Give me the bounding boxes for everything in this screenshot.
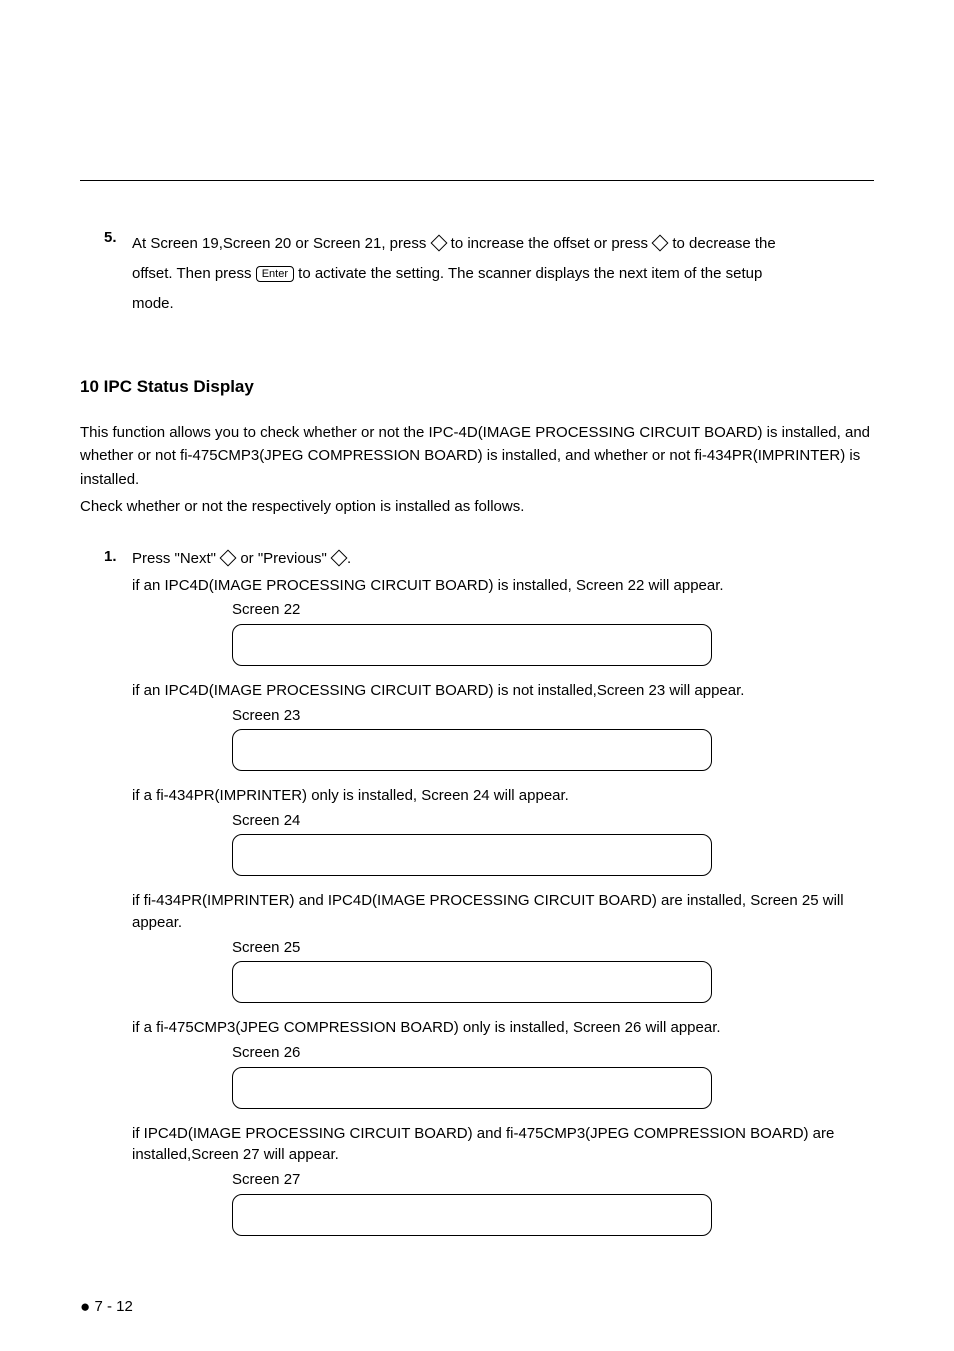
- cond-24: if a fi-434PR(IMPRINTER) only is install…: [132, 785, 874, 807]
- document-page: 5. At Screen 19,Screen 20 or Screen 21, …: [0, 0, 954, 1290]
- page-footer: ● 7 - 12: [80, 1297, 133, 1317]
- step1-press-a: Press "Next": [132, 550, 220, 567]
- page-number: 7 - 12: [90, 1298, 133, 1315]
- step-1-body: Press "Next" or "Previous" . if an IPC4D…: [132, 548, 874, 1250]
- step5-text-3: mode.: [132, 295, 174, 312]
- step-5-body: At Screen 19,Screen 20 or Screen 21, pre…: [132, 229, 776, 319]
- label-27: Screen 27: [232, 1169, 874, 1192]
- step-1: 1. Press "Next" or "Previous" . if an IP…: [104, 548, 874, 1250]
- step5-text-2b: to activate the setting. The scanner dis…: [294, 265, 762, 282]
- step1-press-b: or "Previous": [236, 550, 331, 567]
- enter-key-icon: Enter: [256, 266, 294, 282]
- cond-27: if IPC4D(IMAGE PROCESSING CIRCUIT BOARD)…: [132, 1123, 874, 1167]
- label-26: Screen 26: [232, 1042, 874, 1065]
- section-10-heading: 10 IPC Status Display: [80, 377, 874, 397]
- cond-26: if a fi-475CMP3(JPEG COMPRESSION BOARD) …: [132, 1017, 874, 1039]
- screen-27-box: [232, 1194, 712, 1236]
- step-5: 5. At Screen 19,Screen 20 or Screen 21, …: [104, 229, 874, 319]
- label-23: Screen 23: [232, 705, 874, 728]
- diamond-prev-icon: [331, 550, 348, 567]
- diamond-down-icon: [652, 235, 669, 252]
- step1-press-c: .: [347, 550, 351, 567]
- step5-text-1b: to increase the offset or press: [447, 235, 653, 252]
- step-5-number: 5.: [104, 229, 132, 319]
- step1-press-line: Press "Next" or "Previous" .: [132, 548, 874, 571]
- section-10-p2: Check whether or not the respectively op…: [80, 495, 874, 518]
- screen-23-box: [232, 729, 712, 771]
- label-24: Screen 24: [232, 810, 874, 833]
- step5-text-1a: At Screen 19,Screen 20 or Screen 21, pre…: [132, 235, 431, 252]
- cond-23: if an IPC4D(IMAGE PROCESSING CIRCUIT BOA…: [132, 680, 874, 702]
- diamond-next-icon: [220, 550, 237, 567]
- step-1-number: 1.: [104, 548, 132, 1250]
- label-22: Screen 22: [232, 599, 874, 622]
- header-rule: [80, 180, 874, 181]
- step5-text-1c: to decrease the: [668, 235, 776, 252]
- bullet-icon: ●: [80, 1297, 90, 1316]
- cond-22: if an IPC4D(IMAGE PROCESSING CIRCUIT BOA…: [132, 575, 874, 597]
- screen-26-box: [232, 1067, 712, 1109]
- label-25: Screen 25: [232, 937, 874, 960]
- cond-25: if fi-434PR(IMPRINTER) and IPC4D(IMAGE P…: [132, 890, 874, 934]
- section-10-p1: This function allows you to check whethe…: [80, 421, 874, 491]
- screen-25-box: [232, 961, 712, 1003]
- diamond-up-icon: [430, 235, 447, 252]
- screen-22-box: [232, 624, 712, 666]
- step5-text-2a: offset. Then press: [132, 265, 256, 282]
- screen-24-box: [232, 834, 712, 876]
